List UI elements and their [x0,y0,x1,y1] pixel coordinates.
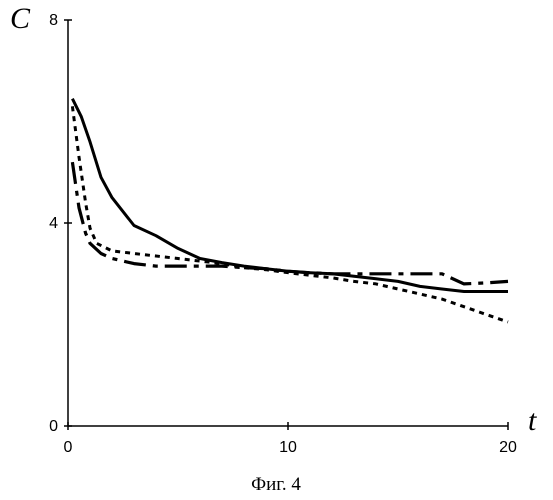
y-tick-label: 0 [49,418,58,435]
x-tick-label: 10 [279,439,297,456]
y-axis-label: C [10,2,31,35]
x-tick-label: 0 [64,439,73,456]
axes: 0 4 8 0 10 20 [49,12,517,456]
chart-labels: C t Фиг. 4 [10,2,537,495]
x-tick-label: 20 [499,439,517,456]
y-tick-label: 8 [49,12,58,29]
series-lines [72,99,508,322]
y-tick-label: 4 [49,215,58,232]
series-line-dash-dot [72,162,508,284]
x-axis-label: t [528,404,537,437]
figure-caption: Фиг. 4 [251,474,301,495]
